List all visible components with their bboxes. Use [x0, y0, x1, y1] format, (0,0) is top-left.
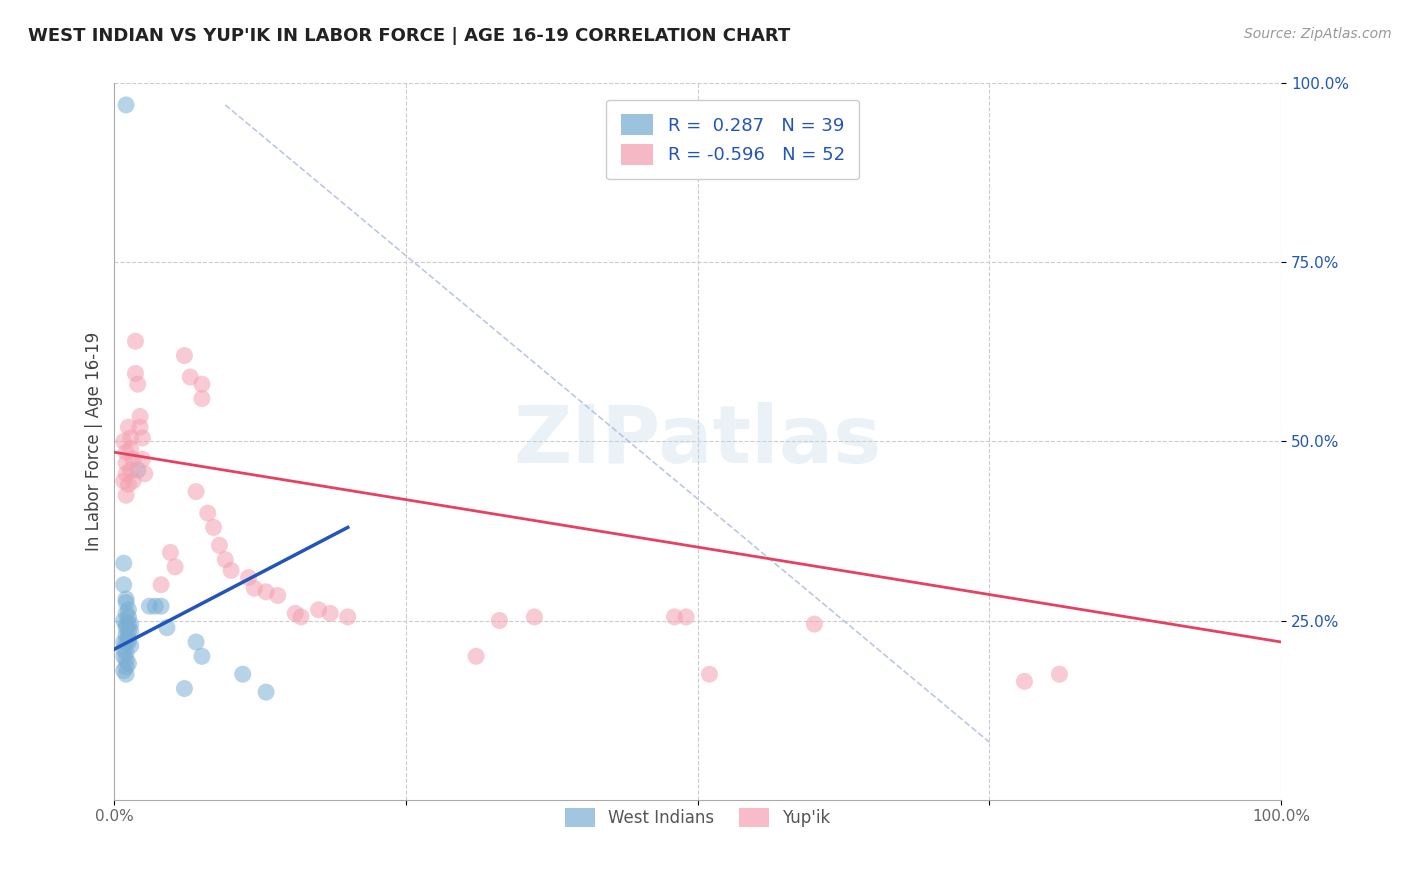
Point: [165, 559, 187, 574]
Point: [191, 392, 214, 406]
Point: [112, 614, 135, 628]
Point: [232, 667, 254, 681]
Point: [156, 621, 179, 635]
Point: [115, 653, 138, 667]
Point: [115, 660, 138, 674]
Point: [115, 628, 138, 642]
Point: [243, 582, 266, 596]
Point: [184, 484, 207, 499]
Point: [120, 431, 142, 445]
Point: [117, 610, 139, 624]
Point: [173, 349, 195, 363]
Point: [120, 617, 142, 632]
Point: [112, 556, 135, 570]
Point: [664, 610, 686, 624]
Point: [122, 474, 145, 488]
Point: [238, 570, 260, 584]
Point: [131, 452, 153, 467]
Point: [117, 617, 139, 632]
Point: [129, 409, 152, 424]
Point: [150, 599, 173, 614]
Point: [127, 377, 149, 392]
Point: [120, 639, 142, 653]
Point: [115, 646, 138, 660]
Point: [115, 98, 138, 112]
Point: [214, 552, 236, 566]
Point: [120, 463, 142, 477]
Point: [115, 592, 138, 607]
Point: [115, 617, 138, 632]
Point: [191, 377, 214, 392]
Point: [523, 610, 546, 624]
Point: [115, 667, 138, 681]
Point: [117, 657, 139, 671]
Point: [134, 467, 156, 481]
Point: [202, 520, 225, 534]
Text: Source: ZipAtlas.com: Source: ZipAtlas.com: [1244, 27, 1392, 41]
Point: [117, 603, 139, 617]
Point: [115, 456, 138, 470]
Point: [290, 610, 312, 624]
Point: [112, 664, 135, 678]
Point: [115, 467, 138, 481]
Point: [112, 474, 135, 488]
Point: [803, 617, 825, 632]
Text: WEST INDIAN VS YUP'IK IN LABOR FORCE | AGE 16-19 CORRELATION CHART: WEST INDIAN VS YUP'IK IN LABOR FORCE | A…: [28, 27, 790, 45]
Point: [308, 603, 330, 617]
Point: [254, 685, 277, 699]
Point: [179, 370, 201, 384]
Point: [150, 577, 173, 591]
Point: [112, 649, 135, 664]
Point: [208, 538, 231, 552]
Point: [115, 635, 138, 649]
Y-axis label: In Labor Force | Age 16-19: In Labor Force | Age 16-19: [86, 332, 103, 551]
Point: [115, 607, 138, 621]
Point: [191, 649, 214, 664]
Point: [120, 442, 142, 456]
Point: [143, 599, 166, 614]
Point: [117, 420, 139, 434]
Point: [115, 445, 138, 459]
Point: [173, 681, 195, 696]
Point: [336, 610, 359, 624]
Point: [112, 577, 135, 591]
Point: [219, 563, 242, 577]
Point: [124, 367, 146, 381]
Point: [675, 610, 697, 624]
Point: [117, 632, 139, 646]
Point: [115, 596, 138, 610]
Point: [319, 607, 342, 621]
Point: [131, 431, 153, 445]
Point: [112, 635, 135, 649]
Point: [115, 488, 138, 502]
Legend: West Indians, Yup'ik: West Indians, Yup'ik: [558, 802, 838, 834]
Point: [124, 334, 146, 349]
Point: [127, 463, 149, 477]
Point: [1049, 667, 1071, 681]
Point: [117, 635, 139, 649]
Point: [120, 624, 142, 639]
Point: [184, 635, 207, 649]
Point: [488, 614, 510, 628]
Point: [1014, 674, 1036, 689]
Point: [122, 452, 145, 467]
Point: [254, 585, 277, 599]
Point: [159, 545, 181, 559]
Point: [117, 624, 139, 639]
Point: [284, 607, 307, 621]
Point: [699, 667, 721, 681]
Point: [465, 649, 488, 664]
Text: ZIPatlas: ZIPatlas: [513, 402, 882, 481]
Point: [138, 599, 160, 614]
Point: [197, 506, 219, 520]
Point: [267, 589, 290, 603]
Point: [129, 420, 152, 434]
Point: [112, 642, 135, 657]
Point: [112, 434, 135, 449]
Point: [115, 621, 138, 635]
Point: [117, 477, 139, 491]
